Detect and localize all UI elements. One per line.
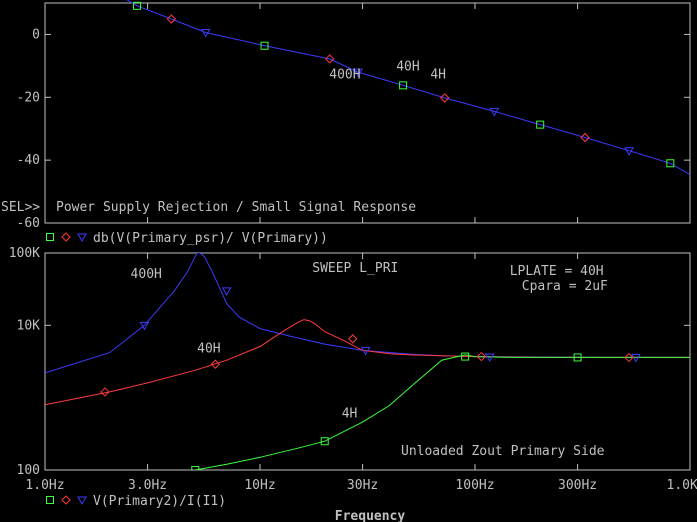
diamond-marker	[325, 54, 335, 64]
top-legend-text: db(V(Primary_psr)/ V(Primary))	[93, 231, 328, 246]
x-tick-label: 10Hz	[244, 478, 275, 493]
triangle-marker	[77, 233, 87, 243]
square-marker	[191, 466, 200, 470]
zout-trace	[195, 354, 690, 470]
square-marker	[46, 496, 54, 504]
square-marker	[573, 353, 582, 362]
x-axis: 1.0Hz 3.0Hz 10Hz 30Hz 100Hz 300Hz 1.0KHz	[25, 3, 697, 493]
diamond-marker	[348, 334, 358, 344]
top-plot-frame: 0 -20 -40 -60	[17, 2, 691, 231]
top-plot-title: Power Supply Rejection / Small Signal Re…	[56, 200, 416, 215]
bottom-plot-title: Unloaded Zout Primary Side	[401, 444, 605, 459]
diamond-marker	[580, 132, 590, 143]
x-tick-label: 300Hz	[558, 478, 597, 493]
diamond-marker	[440, 93, 450, 103]
diamond-marker	[61, 232, 71, 242]
top-plot-series	[126, 0, 691, 176]
bottom-plot-border	[44, 252, 691, 471]
sel-marker: SEL>>	[1, 200, 40, 215]
square-marker	[536, 120, 545, 129]
bottom-plot-annotation: 400H	[131, 267, 162, 282]
zout-trace	[45, 319, 690, 406]
psr-trace	[126, 0, 691, 176]
square-marker	[461, 352, 470, 361]
triangle-marker	[353, 68, 363, 78]
y-tick-label: 100	[17, 463, 40, 478]
x-tick-label: 30Hz	[347, 478, 378, 493]
square-marker	[320, 437, 329, 446]
square-marker	[133, 1, 142, 10]
bottom-plot-series	[45, 253, 690, 470]
bottom-legend-text: V(Primary2)/I(I1)	[93, 494, 226, 509]
diamond-marker	[61, 495, 71, 505]
diamond-marker	[624, 352, 634, 363]
square-marker	[666, 159, 675, 168]
triangle-marker	[489, 107, 500, 117]
bottom-plot-frame: 100 10K 100K	[9, 246, 691, 478]
diamond-marker	[210, 359, 221, 369]
bottom-plot-annotation: 40H	[197, 342, 220, 357]
bottom-plot-annotation: SWEEP L_PRI	[312, 261, 398, 276]
x-tick-label: 100Hz	[455, 478, 494, 493]
bottom-plot-annotation: LPLATE = 40H	[510, 264, 604, 279]
square-marker	[46, 233, 54, 241]
diamond-marker	[100, 387, 110, 397]
top-plot-border	[44, 2, 691, 224]
x-tick-label: 1.0Hz	[25, 478, 64, 493]
x-axis-label: Frequency	[335, 509, 406, 522]
square-marker	[399, 81, 408, 90]
chart-labels: SEL>> Power Supply Rejection / Small Sig…	[1, 60, 608, 522]
y-tick-label: -40	[17, 153, 40, 168]
square-marker	[260, 41, 269, 50]
y-tick-label: 10K	[17, 318, 41, 333]
bottom-plot-annotation: 4H	[342, 407, 358, 422]
x-tick-label: 1.0KHz	[667, 478, 697, 493]
triangle-marker	[221, 287, 232, 296]
y-tick-label: 100K	[9, 246, 40, 261]
triangle-marker	[624, 147, 634, 156]
top-plot-annotation: 4H	[430, 67, 446, 82]
top-plot-annotation: 40H	[396, 60, 419, 75]
triangle-marker	[484, 353, 495, 363]
triangle-marker	[200, 29, 211, 38]
triangle-marker	[630, 353, 641, 363]
x-tick-label: 3.0Hz	[128, 478, 167, 493]
diamond-marker	[476, 351, 487, 362]
y-tick-label: -20	[17, 90, 40, 105]
bottom-plot-annotation: Cpara = 2uF	[522, 279, 608, 294]
diamond-marker	[166, 14, 177, 24]
bottom-series-group	[45, 253, 690, 470]
y-tick-label: 0	[32, 27, 40, 42]
y-tick-label: -60	[17, 216, 40, 231]
top-plot-annotation: 400H	[329, 67, 360, 82]
triangle-marker	[139, 321, 150, 331]
triangle-marker	[360, 346, 371, 356]
triangle-marker	[77, 496, 87, 506]
